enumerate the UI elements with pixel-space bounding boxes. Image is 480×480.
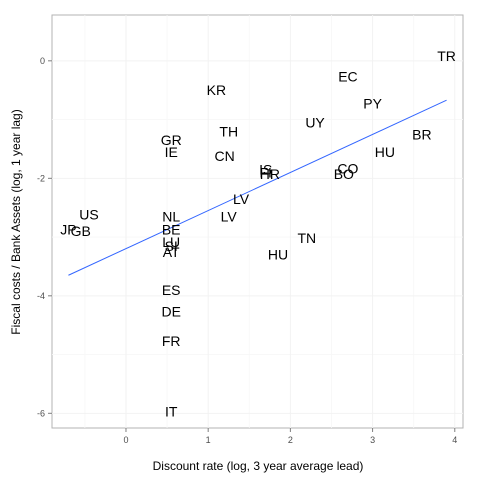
point-label-at: AT [163, 244, 180, 260]
point-label-de: DE [161, 304, 180, 320]
point-label-tr: TR [437, 48, 456, 64]
x-tick-label: 3 [370, 435, 375, 445]
x-axis-title: Discount rate (log, 3 year average lead) [153, 459, 364, 473]
point-label-ie: IE [165, 144, 178, 160]
point-label-lv: LV [221, 209, 238, 225]
y-tick-label: -4 [37, 291, 45, 301]
y-tick-label: -6 [37, 408, 45, 418]
point-label-hu: HU [375, 144, 395, 160]
point-label-cn: CN [215, 148, 235, 164]
point-label-gr: GR [161, 132, 182, 148]
point-label-us: US [79, 207, 98, 223]
x-tick-label: 0 [123, 435, 128, 445]
point-label-gb: GB [71, 223, 91, 239]
point-label-it: IT [165, 404, 178, 420]
y-tick-label: 0 [40, 56, 45, 66]
point-label-jp: JP [60, 221, 76, 237]
point-label-th: TH [219, 123, 238, 139]
point-label-fi: FI [259, 164, 271, 180]
plot-panel [51, 14, 464, 429]
point-label-co: CO [337, 160, 358, 176]
point-label-tn: TN [297, 230, 316, 246]
point-label-lv: LV [233, 191, 250, 207]
y-axis-ticks: 0 -2 -4 -6 [37, 56, 52, 418]
x-tick-label: 2 [288, 435, 293, 445]
point-label-py: PY [363, 96, 382, 112]
gridlines [52, 15, 463, 428]
point-label-nl: NL [162, 209, 180, 225]
fit-line [68, 99, 447, 276]
point-label-bo: BO [334, 166, 354, 182]
point-label-hr: HR [260, 166, 280, 182]
y-tick-label: -2 [37, 173, 45, 183]
point-label-lu: LU [162, 234, 180, 250]
y-axis-title: Fiscal costs / Bank Assets (log, 1 year … [9, 109, 23, 334]
x-tick-label: 4 [452, 435, 457, 445]
point-label-si: SI [165, 238, 178, 254]
fit-line-group [68, 99, 447, 276]
point-label-br: BR [412, 126, 431, 142]
point-label-is: IS [259, 162, 272, 178]
x-axis-ticks: 0 1 2 3 4 [123, 428, 457, 445]
point-label-uy: UY [305, 115, 325, 131]
point-label-ec: EC [338, 69, 357, 85]
point-label-fr: FR [162, 333, 181, 349]
point-label-es: ES [162, 282, 181, 298]
point-label-hu: HU [268, 247, 288, 263]
panel-border [51, 14, 464, 429]
point-label-kr: KR [207, 82, 226, 98]
point-label-be: BE [162, 221, 181, 237]
x-tick-label: 1 [206, 435, 211, 445]
